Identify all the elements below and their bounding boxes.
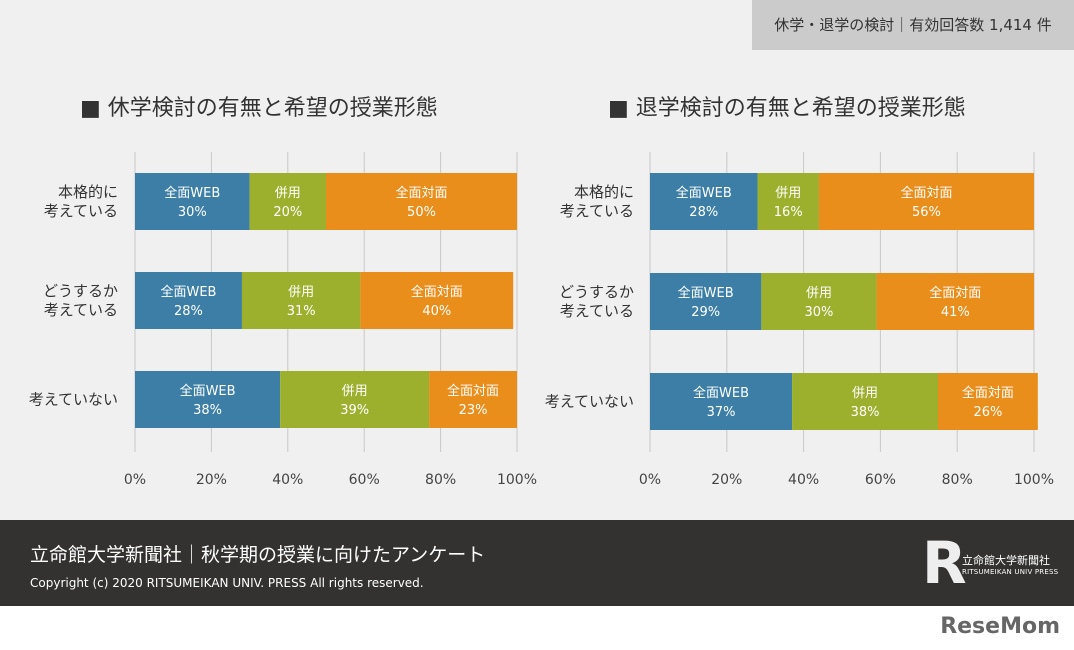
- bar-segment: [818, 173, 1034, 230]
- bar-segment: [650, 173, 758, 230]
- segment-series-label: 全面対面: [447, 383, 499, 399]
- segment-value-label: 20%: [273, 205, 302, 220]
- segment-series-label: 併用: [775, 186, 801, 201]
- bar-segment: [650, 273, 762, 330]
- segment-value-label: 23%: [459, 403, 488, 418]
- segment-value-label: 39%: [340, 403, 369, 418]
- bar-segment: [761, 273, 877, 330]
- footer-title: 立命館大学新聞社｜秋学期の授業に向けたアンケート: [30, 544, 486, 566]
- bar-segment: [241, 272, 361, 329]
- bar-segment: [650, 373, 793, 430]
- x-tick-label: 100%: [497, 472, 537, 488]
- segment-series-label: 併用: [806, 286, 832, 301]
- bar-segment: [280, 371, 430, 428]
- segment-series-label: 併用: [342, 384, 368, 399]
- logo-ja: 立命館大学新聞社: [962, 554, 1050, 567]
- category-label: どうするか: [559, 283, 634, 301]
- footer: 立命館大学新聞社｜秋学期の授業に向けたアンケート Copyright (c) 2…: [0, 520, 1074, 606]
- segment-value-label: 30%: [805, 305, 834, 320]
- category-label: 考えていない: [29, 391, 118, 409]
- copyright: Copyright (c) 2020 RITSUMEIKAN UNIV. PRE…: [30, 576, 424, 590]
- category-label: 考えている: [560, 202, 634, 220]
- segment-series-label: 全面対面: [900, 185, 952, 201]
- segment-series-label: 併用: [288, 285, 314, 300]
- bar-segment: [938, 373, 1038, 430]
- resemom-logo: ReseMom: [940, 614, 1060, 639]
- segment-series-label: 全面WEB: [678, 285, 734, 301]
- category-label: 考えている: [44, 202, 118, 220]
- segment-series-label: 全面対面: [929, 285, 981, 301]
- segment-value-label: 50%: [407, 205, 436, 220]
- segment-value-label: 37%: [707, 405, 736, 420]
- segment-value-label: 31%: [287, 304, 316, 319]
- bar-segment: [429, 371, 517, 428]
- x-tick-label: 20%: [196, 472, 227, 488]
- segment-series-label: 全面WEB: [164, 185, 220, 201]
- category-label: 考えている: [44, 301, 118, 319]
- x-tick-label: 60%: [865, 472, 896, 488]
- bar-segment: [135, 371, 281, 428]
- segment-value-label: 38%: [851, 405, 880, 420]
- segment-value-label: 38%: [193, 403, 222, 418]
- logo-en: RITSUMEIKAN UNIV PRESS: [962, 568, 1059, 576]
- x-tick-label: 0%: [639, 472, 661, 488]
- r-logo-icon: R: [922, 529, 967, 597]
- x-tick-label: 80%: [425, 472, 456, 488]
- segment-series-label: 全面WEB: [160, 284, 216, 300]
- segment-value-label: 28%: [689, 205, 718, 220]
- x-tick-label: 20%: [711, 472, 742, 488]
- bar-segment: [135, 272, 242, 329]
- bar-segment: [360, 272, 514, 329]
- category-label: どうするか: [43, 282, 118, 300]
- survey-badge: 休学・退学の検討｜有効回答数 1,414 件: [752, 0, 1074, 50]
- segment-value-label: 40%: [422, 304, 451, 319]
- ritsumeikan-press-logo: R 立命館大学新聞社 RITSUMEIKAN UNIV PRESS: [922, 534, 1062, 594]
- x-tick-label: 60%: [349, 472, 380, 488]
- segment-series-label: 全面対面: [962, 385, 1014, 401]
- segment-series-label: 併用: [275, 186, 301, 201]
- segment-series-label: 全面WEB: [693, 385, 749, 401]
- bar-segment: [249, 173, 326, 230]
- x-tick-label: 40%: [788, 472, 819, 488]
- segment-value-label: 28%: [174, 304, 203, 319]
- x-tick-label: 0%: [124, 472, 146, 488]
- segment-value-label: 56%: [912, 205, 941, 220]
- bar-segment: [876, 273, 1034, 330]
- bar-segment: [135, 173, 250, 230]
- x-tick-label: 100%: [1014, 472, 1054, 488]
- segment-series-label: 全面WEB: [676, 185, 732, 201]
- segment-value-label: 26%: [973, 405, 1002, 420]
- chart-title: ■ 休学検討の有無と希望の授業形態: [80, 96, 438, 121]
- segment-series-label: 全面対面: [411, 284, 463, 300]
- segment-value-label: 41%: [941, 305, 970, 320]
- segment-series-label: 全面対面: [395, 185, 447, 201]
- segment-series-label: 全面WEB: [180, 383, 236, 399]
- segment-value-label: 16%: [774, 205, 803, 220]
- x-tick-label: 40%: [272, 472, 303, 488]
- bar-segment: [792, 373, 938, 430]
- category-label: 考えていない: [545, 393, 634, 411]
- segment-value-label: 30%: [178, 205, 207, 220]
- bar-segment: [326, 173, 517, 230]
- bar-segment: [757, 173, 819, 230]
- segment-value-label: 29%: [691, 305, 720, 320]
- chart-area: 休学・退学の検討｜有効回答数 1,414 件 ■ 休学検討の有無と希望の授業形態…: [0, 0, 1074, 520]
- category-label: 考えている: [560, 302, 634, 320]
- chart-title: ■ 退学検討の有無と希望の授業形態: [608, 96, 966, 121]
- category-label: 本格的に: [58, 183, 118, 201]
- category-label: 本格的に: [574, 183, 634, 201]
- x-tick-label: 80%: [942, 472, 973, 488]
- segment-series-label: 併用: [852, 386, 878, 401]
